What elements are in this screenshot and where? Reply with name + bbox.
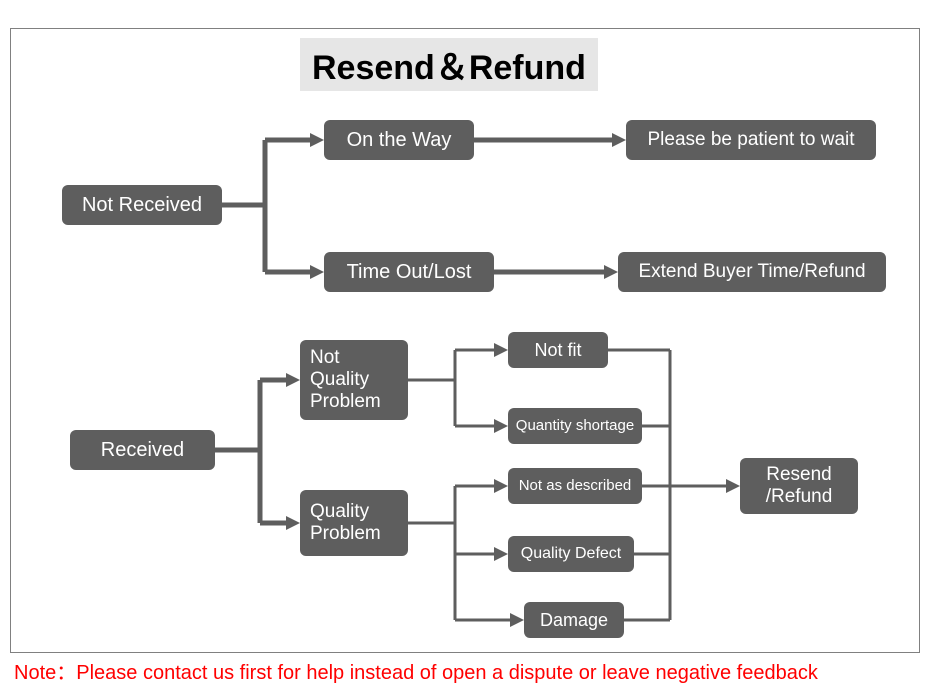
node-on-the-way: On the Way (324, 120, 474, 160)
node-received: Received (70, 430, 215, 470)
node-not-quality: NotQualityProblem (300, 340, 408, 420)
node-qty-shortage: Quantity shortage (508, 408, 642, 444)
node-quality-defect: Quality Defect (508, 536, 634, 572)
node-resend-refund: Resend/Refund (740, 458, 858, 514)
diagram-title: Resend＆Refund (300, 38, 598, 91)
node-damage: Damage (524, 602, 624, 638)
node-quality: QualityProblem (300, 490, 408, 556)
node-not-described: Not as described (508, 468, 642, 504)
node-not-fit: Not fit (508, 332, 608, 368)
node-not-received: Not Received (62, 185, 222, 225)
node-extend: Extend Buyer Time/Refund (618, 252, 886, 292)
node-patient: Please be patient to wait (626, 120, 876, 160)
footer-note: Note：Please contact us first for help in… (14, 656, 930, 685)
node-time-out-lost: Time Out/Lost (324, 252, 494, 292)
